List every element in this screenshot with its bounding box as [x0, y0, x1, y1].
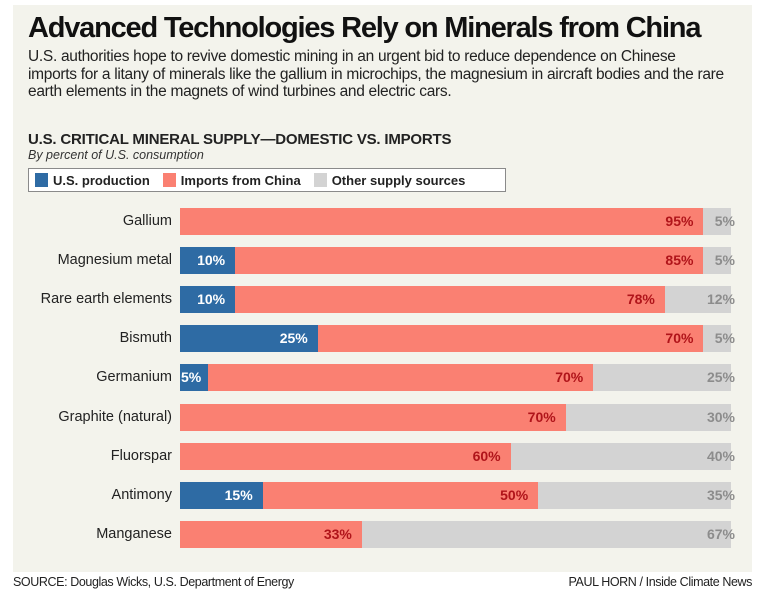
bar-segment-other-sources — [703, 325, 731, 353]
legend-swatch-china — [162, 173, 176, 187]
source-note: SOURCE: Douglas Wicks, U.S. Department o… — [13, 575, 294, 589]
bar-segment-other-sources — [510, 442, 731, 470]
legend-swatch-other — [313, 173, 327, 187]
legend-item-other-sources: Other supply sources — [313, 172, 466, 188]
bar-segment-imports-china — [180, 403, 566, 431]
data-label: 25% — [279, 330, 308, 347]
data-label: 5% — [714, 252, 735, 269]
data-label: 12% — [706, 291, 735, 308]
data-label: 95% — [665, 213, 694, 229]
data-label: 25% — [706, 369, 735, 386]
bar-segment-us-production — [180, 481, 263, 509]
data-label: 70% — [555, 369, 584, 386]
bar-segment-other-sources — [703, 247, 731, 275]
bar-segment-us-production — [180, 364, 208, 392]
bar-segment-other-sources — [703, 208, 731, 235]
legend-item-us-production: U.S. production — [35, 173, 150, 188]
data-label: 5% — [714, 330, 735, 347]
data-label: 35% — [706, 486, 735, 503]
data-label: 15% — [224, 486, 253, 503]
data-label: 10% — [197, 291, 226, 308]
category-label: Gallium — [122, 213, 172, 229]
category-label: Rare earth elements — [40, 291, 172, 308]
data-label: 70% — [665, 330, 694, 347]
bar-segment-imports-china — [235, 247, 704, 275]
data-label: 78% — [626, 291, 655, 308]
data-label: 40% — [706, 447, 735, 464]
category-label: Bismuth — [119, 330, 172, 347]
legend-label: Imports from China — [180, 172, 301, 188]
category-label: Antimony — [111, 486, 172, 503]
legend-swatch-us — [35, 173, 48, 187]
bar-segment-us-production — [180, 325, 318, 353]
data-label: 5% — [714, 213, 735, 229]
bar-segment-imports-china — [317, 325, 704, 353]
bar-segment-imports-china — [235, 286, 665, 314]
legend-label: Other supply sources — [331, 172, 466, 188]
bar-segment-us-production — [180, 286, 236, 314]
bar-segment-other-sources — [361, 520, 731, 548]
category-label: Graphite (natural) — [58, 408, 172, 425]
headline: Advanced Technologies Rely on Minerals f… — [28, 12, 701, 44]
bar-segment-other-sources — [565, 403, 731, 431]
bar-segment-imports-china — [180, 442, 511, 470]
credit-line: PAUL HORN / Inside Climate News — [568, 575, 753, 589]
dek-text: U.S. authorities hope to revive domestic… — [28, 48, 724, 100]
bar-segment-other-sources — [664, 286, 731, 314]
legend: U.S. production Imports from China Other… — [28, 168, 506, 192]
bar-segment-imports-china — [180, 208, 704, 235]
data-label: 85% — [665, 252, 694, 269]
category-label: Magnesium metal — [57, 252, 172, 269]
data-label: 5% — [181, 369, 202, 386]
category-label: Fluorspar — [110, 447, 172, 464]
legend-label: U.S. production — [53, 172, 150, 188]
data-label: 30% — [706, 408, 735, 425]
data-label: 33% — [323, 525, 352, 542]
bar-segment-other-sources — [538, 481, 731, 509]
data-label: 60% — [472, 447, 501, 464]
category-label: Manganese — [96, 525, 172, 542]
data-label: 10% — [197, 252, 226, 269]
bar-segment-imports-china — [207, 364, 594, 392]
legend-item-imports-china: Imports from China — [162, 172, 301, 188]
data-label: 70% — [527, 408, 556, 425]
bar-segment-imports-china — [262, 481, 539, 509]
data-label: 50% — [500, 486, 529, 503]
bar-segment-us-production — [180, 247, 236, 275]
bar-segment-imports-china — [180, 520, 362, 548]
chart-title: U.S. CRITICAL MINERAL SUPPLY—DOMESTIC VS… — [28, 131, 452, 148]
data-label: 67% — [706, 525, 735, 542]
category-label: Germanium — [96, 369, 172, 386]
bar-segment-other-sources — [593, 364, 731, 392]
chart-subtitle: By percent of U.S. consumption — [28, 148, 204, 162]
